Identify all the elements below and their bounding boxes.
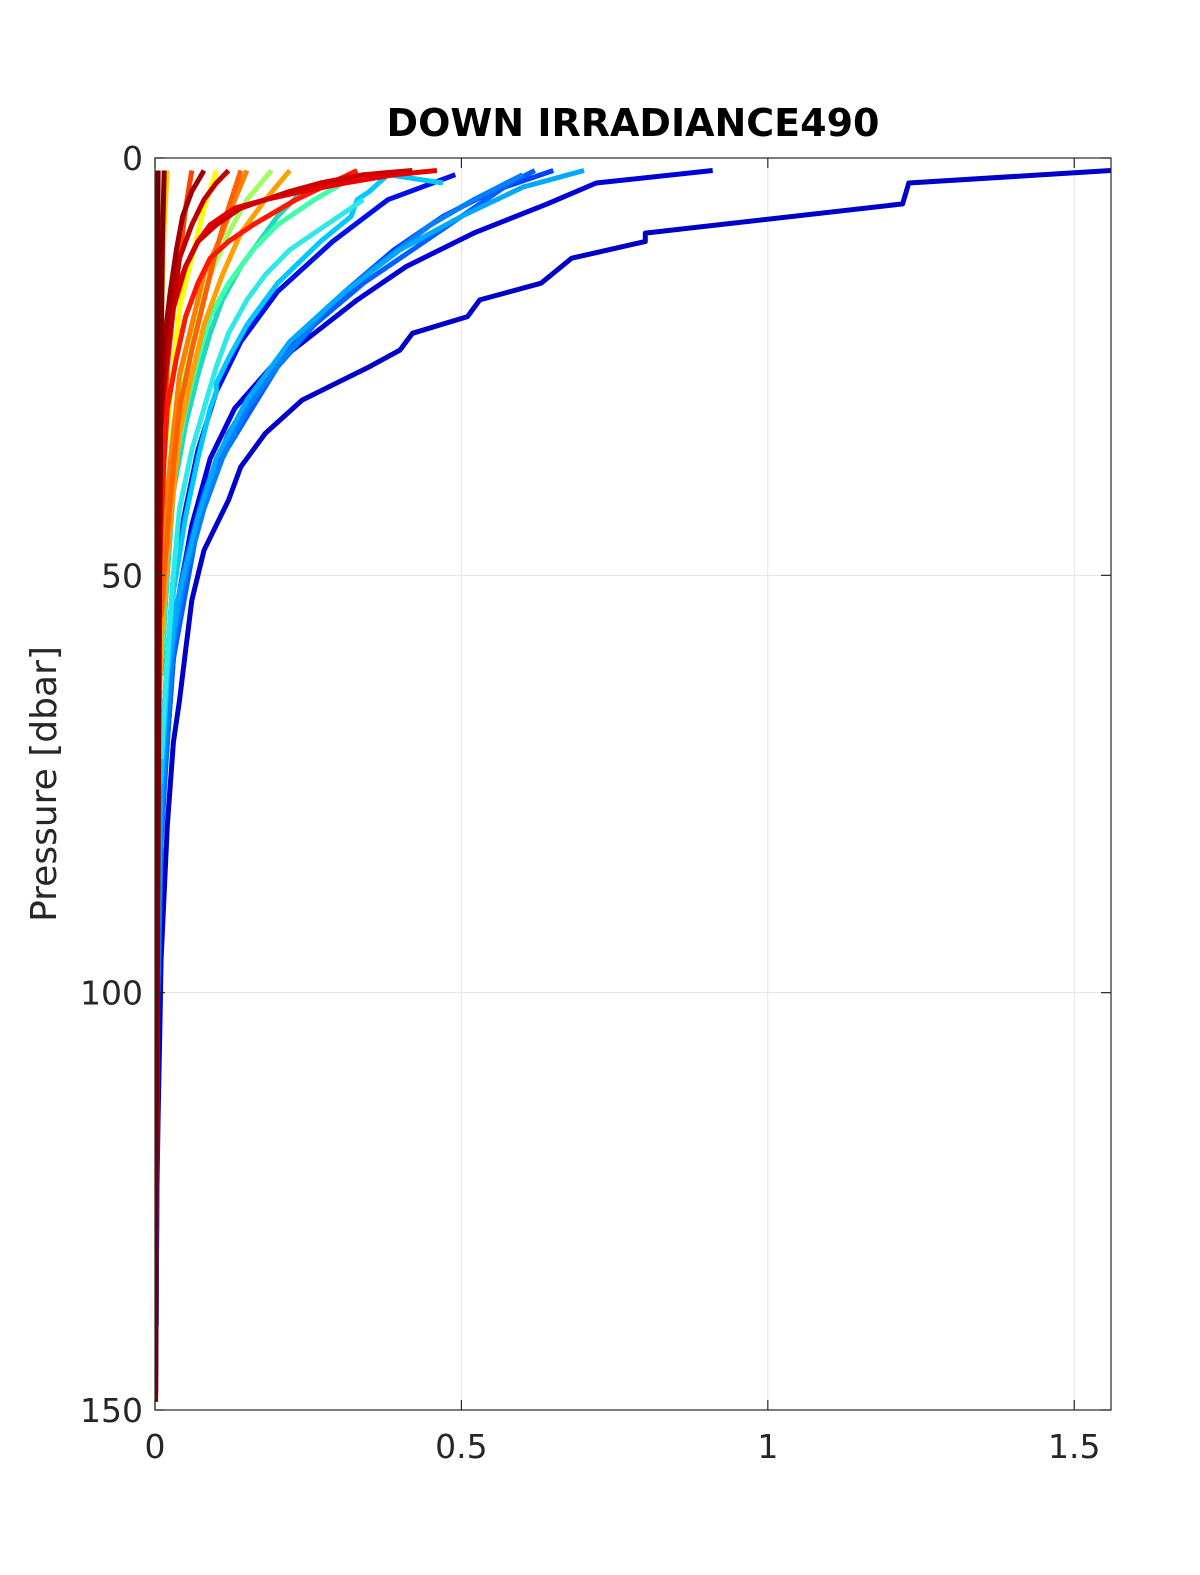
y-axis-label: Pressure [dbar] xyxy=(24,646,65,922)
chart-title: DOWN IRRADIANCE490 xyxy=(387,101,880,145)
grid-lines xyxy=(155,158,1111,1410)
series-line-19 xyxy=(155,168,359,618)
series-line-8 xyxy=(158,172,444,785)
y-tick-label: 100 xyxy=(80,974,143,1013)
y-tick-label: 0 xyxy=(122,139,143,178)
series-line-25 xyxy=(155,170,161,1402)
axis-ticks: 0 0.5 1 1.5 0 50 100 150 xyxy=(80,139,1111,1466)
x-tick-label: 1.5 xyxy=(1048,1427,1100,1466)
x-tick-label: 0 xyxy=(145,1427,166,1466)
data-series xyxy=(155,168,1111,1402)
axes-box xyxy=(154,157,1112,1411)
series-line-9 xyxy=(158,197,365,760)
plot-area xyxy=(155,158,1111,1410)
x-tick-label: 1 xyxy=(757,1427,778,1466)
y-tick-label: 150 xyxy=(80,1391,143,1430)
y-tick-label: 50 xyxy=(101,556,143,595)
series-line-6 xyxy=(155,172,524,977)
x-tick-label: 0.5 xyxy=(435,1427,487,1466)
